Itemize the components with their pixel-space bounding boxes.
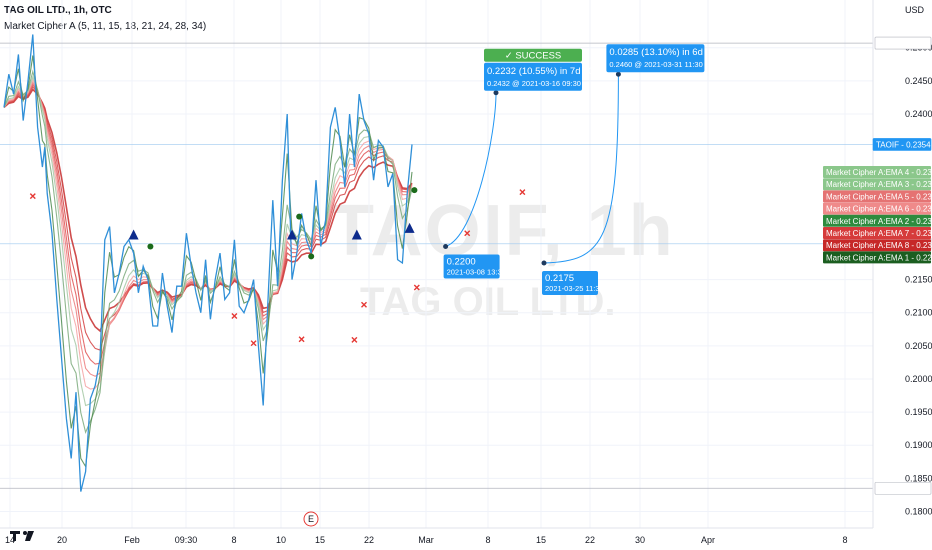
y-axis-bg <box>874 0 932 550</box>
x-tick-label: 8 <box>231 535 236 545</box>
level-tag-label: TAOIF - 0.2354 <box>876 140 931 149</box>
x-tick-label: 15 <box>536 535 546 545</box>
annotation-box <box>542 271 598 296</box>
y-tick-label: 0.1950 <box>905 407 932 417</box>
symbol-title[interactable]: TAG OIL LTD., 1h, OTC <box>4 5 112 16</box>
x-tick-label: 30 <box>635 535 645 545</box>
ema-legend-label: Market Cipher A:EMA 2 - 0.2315 <box>826 217 932 226</box>
projection-curve <box>543 74 619 264</box>
x-tick-label: 20 <box>57 535 67 545</box>
x-tick-label: 15 <box>315 535 325 545</box>
y-tick-label: 0.1850 <box>905 473 932 483</box>
buy-triangle-marker <box>287 229 297 240</box>
ema-legend-tag <box>823 166 931 178</box>
projection-curve <box>445 92 497 247</box>
red-x-marker <box>413 284 420 291</box>
y-tick-label: 0.2100 <box>905 308 932 318</box>
green-dot-marker <box>296 213 303 220</box>
red-x-marker <box>464 230 471 237</box>
x-tick-label: 22 <box>364 535 374 545</box>
level-tag-label: Low - 0.1835 <box>878 484 925 493</box>
red-x-marker <box>519 189 526 196</box>
annotation-sublabel: 2021-03-25 11:30 <box>545 284 604 293</box>
ema-legend-label: Market Cipher A:EMA 7 - 0.2314 <box>826 229 932 238</box>
success-badge-label: ✓ SUCCESS <box>505 50 562 61</box>
x-tick-label: Mar <box>418 535 434 545</box>
ema-legend-label: Market Cipher A:EMA 1 - 0.2290 <box>826 253 932 262</box>
ema-legend-tag <box>823 190 931 203</box>
buy-triangle-marker <box>128 229 139 240</box>
red-x-marker <box>298 336 305 343</box>
ema-legend-tag <box>823 178 931 191</box>
red-x-marker <box>231 313 238 320</box>
y-tick-label: 0.2450 <box>905 76 932 86</box>
red-x-marker <box>351 336 358 343</box>
x-tick-label: Apr <box>701 535 715 545</box>
ema-legend-label: Market Cipher A:EMA 8 - 0.2306 <box>826 241 932 250</box>
ema-legend-tag <box>823 251 931 264</box>
y-tick-label: 0.2000 <box>905 374 932 384</box>
price-line <box>3 34 413 492</box>
annotation-sublabel: 0.2432 @ 2021-03-16 09:30 <box>487 79 581 88</box>
ema-legend-label: Market Cipher A:EMA 4 - 0.2323 <box>826 168 932 177</box>
annotation-box <box>606 44 705 73</box>
annotation-point <box>443 243 449 249</box>
y-tick-label: 0.2050 <box>905 341 932 351</box>
level-tag <box>874 36 932 50</box>
earnings-marker <box>303 511 319 527</box>
level-tag <box>874 481 932 495</box>
y-tick-label: 0.2400 <box>905 109 932 119</box>
annotation-sublabel: 2021-03-08 13:30 <box>447 267 506 276</box>
ema-legend-tag <box>823 227 931 239</box>
ema-ribbon-line <box>3 69 413 435</box>
buy-triangle-marker <box>404 222 415 233</box>
earnings-marker-label: E <box>308 514 314 524</box>
x-tick-label: 10 <box>276 535 286 545</box>
ema-legend-label: Market Cipher A:EMA 3 - 0.2322 <box>826 180 932 189</box>
ema-legend-label: Market Cipher A:EMA 5 - 0.2322 <box>826 192 932 201</box>
x-tick-label: 09:30 <box>175 535 198 545</box>
level-tag <box>872 138 932 151</box>
ema-legend-tag <box>823 214 931 227</box>
y-tick-label: 0.1900 <box>905 440 932 450</box>
ema-legend-tag <box>823 202 931 215</box>
annotation-label: 0.2200 <box>447 256 476 267</box>
red-x-marker <box>250 340 257 347</box>
red-x-marker <box>29 193 36 200</box>
x-tick-label: 8 <box>842 535 847 545</box>
annotation-sublabel: 0.2460 @ 2021-03-31 11:30 <box>609 60 702 69</box>
annotation-point <box>493 90 499 96</box>
red-x-marker <box>361 301 367 308</box>
y-tick-label: 0.1800 <box>905 506 932 516</box>
ema-legend-tag <box>823 239 931 252</box>
annotation-label: 0.2175 <box>545 273 574 284</box>
annotation-label: 0.2232 (10.55%) in 7d 20h <box>487 66 599 77</box>
x-tick-label: 22 <box>585 535 595 545</box>
tradingview-logo[interactable] <box>8 528 48 544</box>
ema-ribbon-line <box>3 55 413 469</box>
green-dot-marker <box>147 243 154 250</box>
green-dot-marker <box>308 253 315 260</box>
buy-triangle-marker <box>351 229 362 240</box>
currency-label: USD <box>905 5 925 15</box>
annotation-box <box>443 254 500 279</box>
x-tick-label: 8 <box>485 535 490 545</box>
ema-legend-label: Market Cipher A:EMA 6 - 0.2319 <box>826 205 932 214</box>
annotation-point <box>541 260 547 266</box>
x-tick-label: 14 <box>5 535 15 545</box>
y-tick-label: 0.2150 <box>905 275 932 285</box>
annotation-label: 0.0285 (13.10%) in 6d <box>609 47 702 58</box>
level-tag-label: High - 0.2507 <box>878 39 927 48</box>
success-badge <box>484 48 582 62</box>
x-tick-label: Feb <box>124 535 140 545</box>
annotation-box <box>484 62 582 91</box>
green-dot-marker <box>411 187 418 194</box>
annotation-point <box>615 71 621 77</box>
indicator-title[interactable]: Market Cipher A (5, 11, 15, 18, 21, 24, … <box>4 21 207 32</box>
